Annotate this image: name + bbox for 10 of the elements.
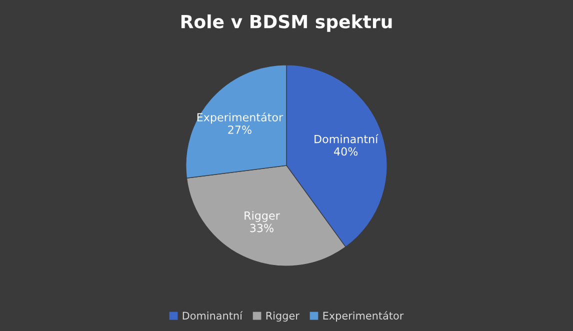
legend-label: Rigger (266, 312, 300, 322)
data-label: 33% (250, 224, 274, 232)
legend-label: Dominantní (182, 311, 243, 320)
data-label: 27% (228, 126, 252, 134)
legend-label: Experimentátor (323, 311, 404, 322)
slice-label: Experimentátor (197, 112, 284, 124)
chart-title: Role v BDSM spektru (181, 14, 392, 32)
slice-label: Dominantní (314, 134, 378, 144)
slice-label: Rigger (244, 211, 280, 222)
data-label: 40% (334, 147, 358, 156)
